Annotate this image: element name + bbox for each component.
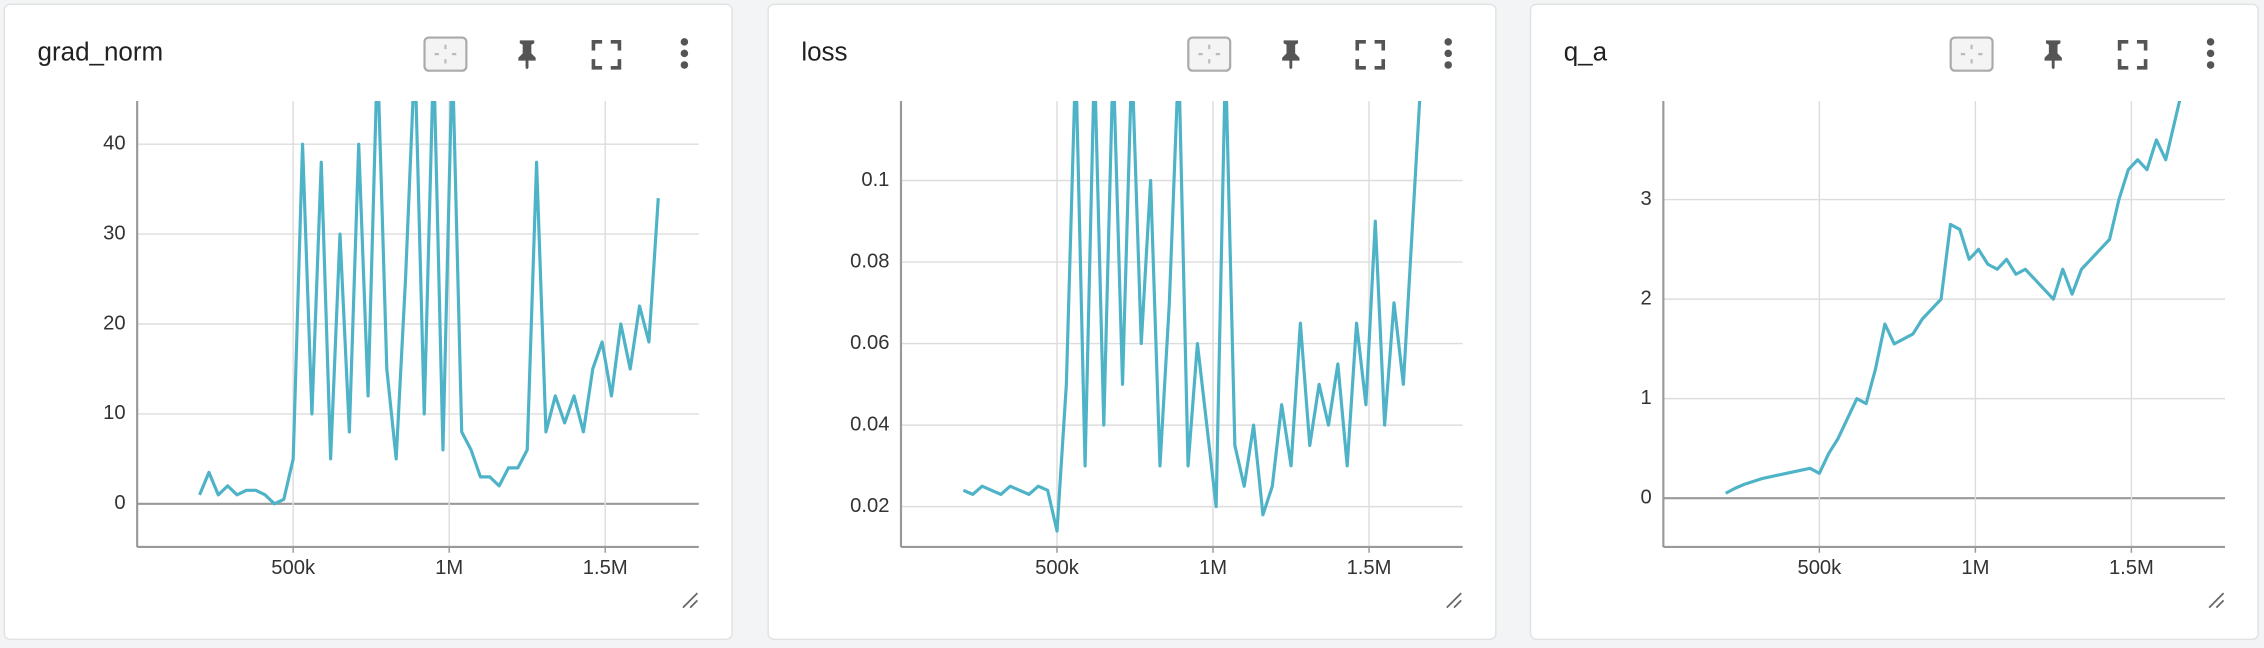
icon: [2206, 38, 2215, 46]
y-tick-label: 10: [103, 402, 125, 424]
card-background: [1529, 3, 2259, 641]
pin-button[interactable]: [2044, 40, 2062, 70]
y-tick-label: 0.02: [850, 495, 889, 517]
x-tick-label: 500k: [1035, 557, 1080, 579]
x-tick-label: 1M: [435, 557, 463, 579]
y-tick-label: 3: [1641, 188, 1652, 210]
fit-domain-button[interactable]: [1949, 36, 1994, 72]
card-title: loss: [801, 36, 847, 66]
card-background: [3, 3, 733, 641]
pin-button[interactable]: [1282, 40, 1300, 70]
y-tick-label: 0.04: [850, 413, 889, 435]
y-tick-label: 0.1: [861, 169, 889, 191]
resize-handle: [2208, 592, 2225, 609]
icon: [1187, 36, 1232, 72]
x-tick-label: 1.5M: [1347, 557, 1392, 579]
resize-handle: [1446, 592, 1462, 609]
icon: [1282, 40, 1300, 70]
pin-button[interactable]: [518, 40, 536, 70]
x-tick-label: 1.5M: [583, 557, 628, 579]
icon: [518, 40, 536, 70]
chart-card: loss 0.02 0.04 0.06 0.08 0.1 500k 1M 1.5M: [767, 3, 1497, 641]
more-menu-button[interactable]: [2206, 38, 2215, 69]
icon: [591, 40, 622, 70]
x-tick-label: 500k: [1797, 557, 1842, 579]
x-tick-label: 1M: [1199, 557, 1227, 579]
icon: [423, 36, 468, 72]
y-tick-label: 1: [1641, 387, 1652, 409]
y-tick-label: 0.08: [850, 250, 889, 272]
card-title: q_a: [1564, 36, 1608, 66]
fullscreen-button[interactable]: [591, 40, 622, 70]
y-tick-label: 0.06: [850, 332, 889, 354]
icon: [1198, 44, 1221, 64]
more-menu-button[interactable]: [1444, 38, 1452, 69]
y-tick-label: 40: [103, 133, 125, 155]
resize-handle: [682, 592, 699, 609]
y-tick-label: 0: [114, 492, 125, 514]
icon: [680, 49, 689, 58]
series-line: [962, 101, 1422, 533]
icon: [2044, 40, 2062, 70]
card-title: grad_norm: [38, 36, 164, 66]
chart-card: q_a 0 1 2 3 500k 1M 1.5M: [1529, 3, 2259, 641]
y-tick-label: 20: [103, 312, 125, 334]
icon: [680, 38, 689, 46]
fit-domain-button[interactable]: [423, 36, 468, 72]
x-tick-label: 1M: [1961, 557, 1989, 579]
icon: [1444, 38, 1452, 46]
fit-domain-button[interactable]: [1187, 36, 1232, 72]
y-tick-label: 30: [103, 222, 125, 244]
icon: [2206, 61, 2215, 69]
y-tick-label: 2: [1641, 287, 1652, 309]
icon: [1444, 61, 1452, 69]
series-line: [198, 101, 660, 506]
fullscreen-button[interactable]: [1355, 40, 1386, 70]
icon: [2206, 49, 2215, 58]
icon: [1949, 36, 1994, 72]
series-line: [1725, 101, 2182, 495]
x-tick-label: 500k: [271, 557, 316, 579]
icon: [1355, 40, 1386, 70]
icon: [1444, 49, 1452, 58]
icon: [680, 61, 689, 69]
icon: [1960, 44, 1983, 64]
icon: [434, 44, 457, 64]
more-menu-button[interactable]: [680, 38, 689, 69]
y-tick-label: 0: [1641, 487, 1652, 509]
chart-card: grad_norm 0 10 20 30 40 500k 1M 1.5M: [3, 3, 733, 641]
fullscreen-button[interactable]: [2117, 40, 2148, 70]
card-background: [767, 3, 1497, 641]
x-tick-label: 1.5M: [2109, 557, 2154, 579]
icon: [2117, 40, 2148, 70]
